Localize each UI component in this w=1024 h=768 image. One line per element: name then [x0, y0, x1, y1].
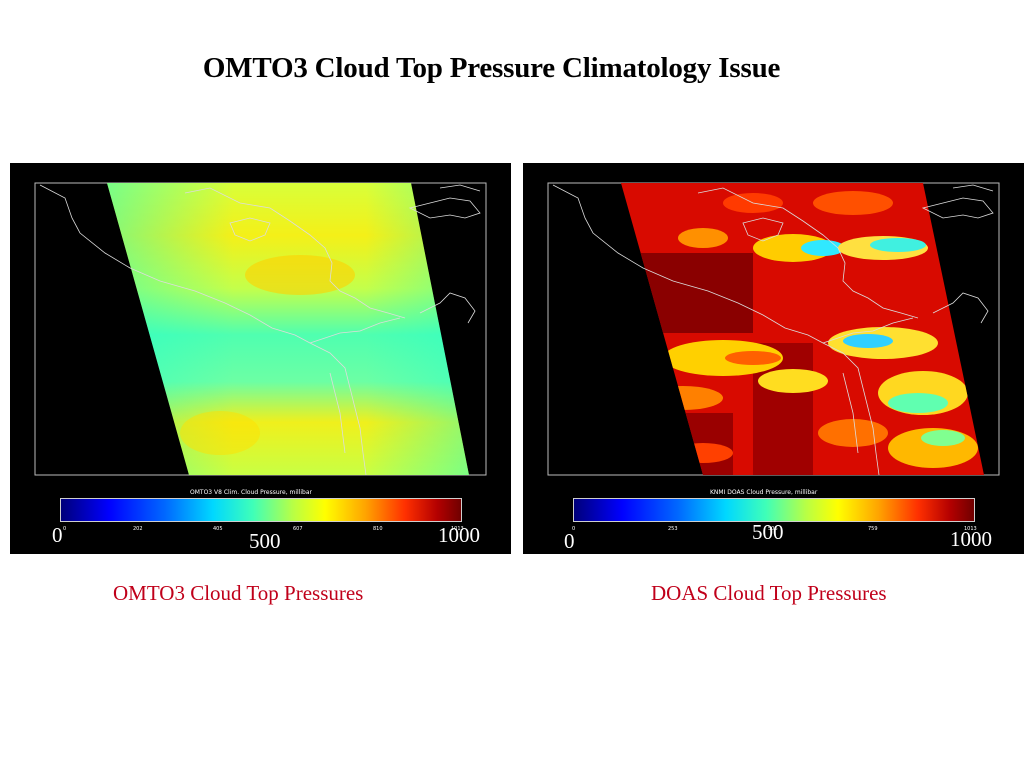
colorbar-tick: 506	[768, 526, 778, 532]
scale-label-min: 0	[564, 529, 575, 553]
slide-title: OMTO3 Cloud Top Pressure Climatology Iss…	[202, 52, 781, 84]
omto3-map-panel: OMTO3 V8 Clim. Cloud Pressure, millibar …	[10, 163, 511, 554]
colorbar-tick: 405	[213, 526, 223, 532]
colorbar	[573, 498, 975, 522]
scale-label-min: 0	[52, 523, 63, 547]
doas-caption: DOAS Cloud Top Pressures	[651, 581, 887, 605]
colorbar-tick: 1013	[964, 526, 977, 532]
colorbar	[60, 498, 462, 522]
colorbar-title: KNMI DOAS Cloud Pressure, millibar	[710, 489, 818, 496]
colorbar-title: OMTO3 V8 Clim. Cloud Pressure, millibar	[190, 489, 312, 496]
scale-label-max: 1000	[950, 527, 992, 551]
colorbar-tick: 759	[868, 526, 878, 532]
colorbar-tick: 810	[373, 526, 383, 532]
doas-cloud-pressure-map	[547, 182, 1000, 476]
colorbar-tick: 0	[63, 526, 67, 532]
scale-label-mid: 500	[752, 520, 784, 544]
scale-label-mid: 500	[249, 529, 281, 553]
colorbar-tick: 202	[133, 526, 143, 532]
colorbar-tick: 0	[572, 526, 576, 532]
omto3-caption: OMTO3 Cloud Top Pressures	[113, 581, 364, 605]
scale-label-max: 1000	[438, 523, 480, 547]
omto3-cloud-pressure-map	[34, 182, 487, 476]
colorbar-tick: 253	[668, 526, 678, 532]
colorbar-tick: 1013	[451, 526, 464, 532]
doas-map-panel: KNMI DOAS Cloud Pressure, millibar 0 253…	[523, 163, 1024, 554]
colorbar-tick: 607	[293, 526, 303, 532]
